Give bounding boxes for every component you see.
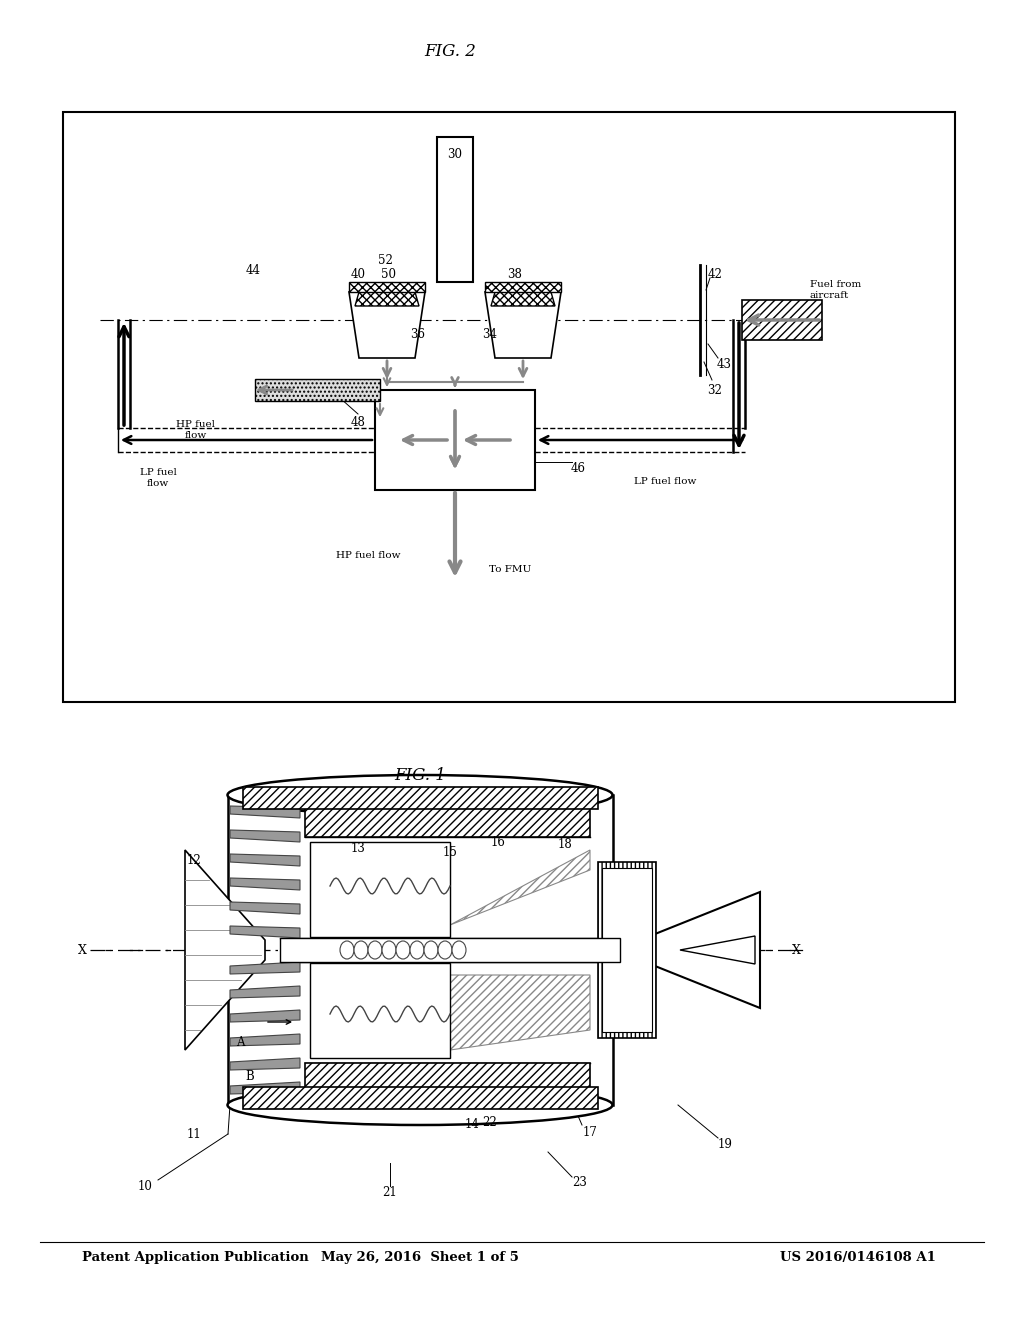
Text: 16: 16 <box>490 836 506 849</box>
Polygon shape <box>450 975 590 1049</box>
Text: 12: 12 <box>186 854 202 866</box>
Bar <box>280 939 620 962</box>
Text: LP fuel
flow: LP fuel flow <box>139 469 176 487</box>
Text: 46: 46 <box>570 462 586 474</box>
Ellipse shape <box>424 941 438 960</box>
Bar <box>243 787 598 809</box>
Ellipse shape <box>227 1085 612 1125</box>
Text: LP fuel flow: LP fuel flow <box>634 478 696 487</box>
Text: 50: 50 <box>381 268 395 281</box>
Ellipse shape <box>340 941 354 960</box>
Polygon shape <box>680 936 755 964</box>
Polygon shape <box>490 292 555 306</box>
Text: X: X <box>792 944 801 957</box>
Bar <box>310 842 450 937</box>
Bar <box>742 300 822 341</box>
Polygon shape <box>230 1010 300 1022</box>
Text: 52: 52 <box>378 253 392 267</box>
Text: US 2016/0146108 A1: US 2016/0146108 A1 <box>780 1251 936 1265</box>
Bar <box>63 112 955 702</box>
Bar <box>305 1063 590 1098</box>
Text: A: A <box>236 1035 245 1048</box>
Text: X: X <box>78 944 86 957</box>
Text: 30: 30 <box>447 149 463 161</box>
Text: 18: 18 <box>558 838 572 851</box>
Bar <box>598 862 656 1038</box>
Polygon shape <box>485 282 561 292</box>
Bar <box>375 389 535 490</box>
Ellipse shape <box>410 941 424 960</box>
Text: 15: 15 <box>442 846 458 858</box>
Polygon shape <box>615 892 760 1008</box>
Bar <box>255 379 380 401</box>
Text: 43: 43 <box>717 359 731 371</box>
Text: 22: 22 <box>482 1115 498 1129</box>
Ellipse shape <box>227 775 612 814</box>
Text: B: B <box>246 1071 254 1084</box>
Bar <box>310 964 450 1059</box>
Text: 38: 38 <box>508 268 522 281</box>
Text: 36: 36 <box>411 329 426 342</box>
Text: 19: 19 <box>718 1138 732 1151</box>
Text: 42: 42 <box>708 268 723 281</box>
Polygon shape <box>230 1059 300 1071</box>
Ellipse shape <box>368 941 382 960</box>
Text: May 26, 2016  Sheet 1 of 5: May 26, 2016 Sheet 1 of 5 <box>322 1251 519 1265</box>
Text: 10: 10 <box>137 1180 153 1193</box>
Text: FIG. 1: FIG. 1 <box>394 767 445 784</box>
Bar <box>228 795 613 1105</box>
Polygon shape <box>230 986 300 998</box>
Polygon shape <box>355 292 419 306</box>
Polygon shape <box>310 842 450 920</box>
Polygon shape <box>485 292 561 358</box>
Text: 40: 40 <box>350 268 366 281</box>
Polygon shape <box>230 807 300 818</box>
Polygon shape <box>230 902 300 913</box>
Text: 34: 34 <box>482 329 498 342</box>
Ellipse shape <box>438 941 452 960</box>
Text: FIG. 2: FIG. 2 <box>424 44 476 61</box>
Text: 23: 23 <box>572 1176 588 1188</box>
Polygon shape <box>230 854 300 866</box>
Polygon shape <box>230 927 300 939</box>
Polygon shape <box>230 962 300 974</box>
Bar <box>305 803 590 837</box>
Text: 13: 13 <box>350 842 366 854</box>
Polygon shape <box>349 292 425 358</box>
Text: HP fuel flow: HP fuel flow <box>336 550 400 560</box>
Ellipse shape <box>452 941 466 960</box>
Text: HP fuel
flow: HP fuel flow <box>176 420 215 440</box>
Text: 17: 17 <box>583 1126 597 1138</box>
Polygon shape <box>450 850 590 925</box>
Polygon shape <box>230 830 300 842</box>
Text: 14: 14 <box>465 1118 479 1131</box>
Text: 21: 21 <box>383 1185 397 1199</box>
Polygon shape <box>230 1034 300 1045</box>
Polygon shape <box>230 878 300 890</box>
Text: 44: 44 <box>246 264 260 276</box>
Text: Patent Application Publication: Patent Application Publication <box>82 1251 309 1265</box>
Polygon shape <box>349 282 425 292</box>
Ellipse shape <box>354 941 368 960</box>
Ellipse shape <box>396 941 410 960</box>
Bar <box>243 1086 598 1109</box>
Ellipse shape <box>382 941 396 960</box>
Text: Fuel from
aircraft: Fuel from aircraft <box>810 280 861 300</box>
Bar <box>602 869 652 1032</box>
Text: 32: 32 <box>708 384 723 396</box>
Bar <box>437 137 473 282</box>
Text: 48: 48 <box>350 416 366 429</box>
Polygon shape <box>230 1082 300 1094</box>
Text: 11: 11 <box>186 1129 202 1142</box>
Polygon shape <box>185 850 265 1049</box>
Text: To FMU: To FMU <box>488 565 531 574</box>
Polygon shape <box>310 979 450 1059</box>
